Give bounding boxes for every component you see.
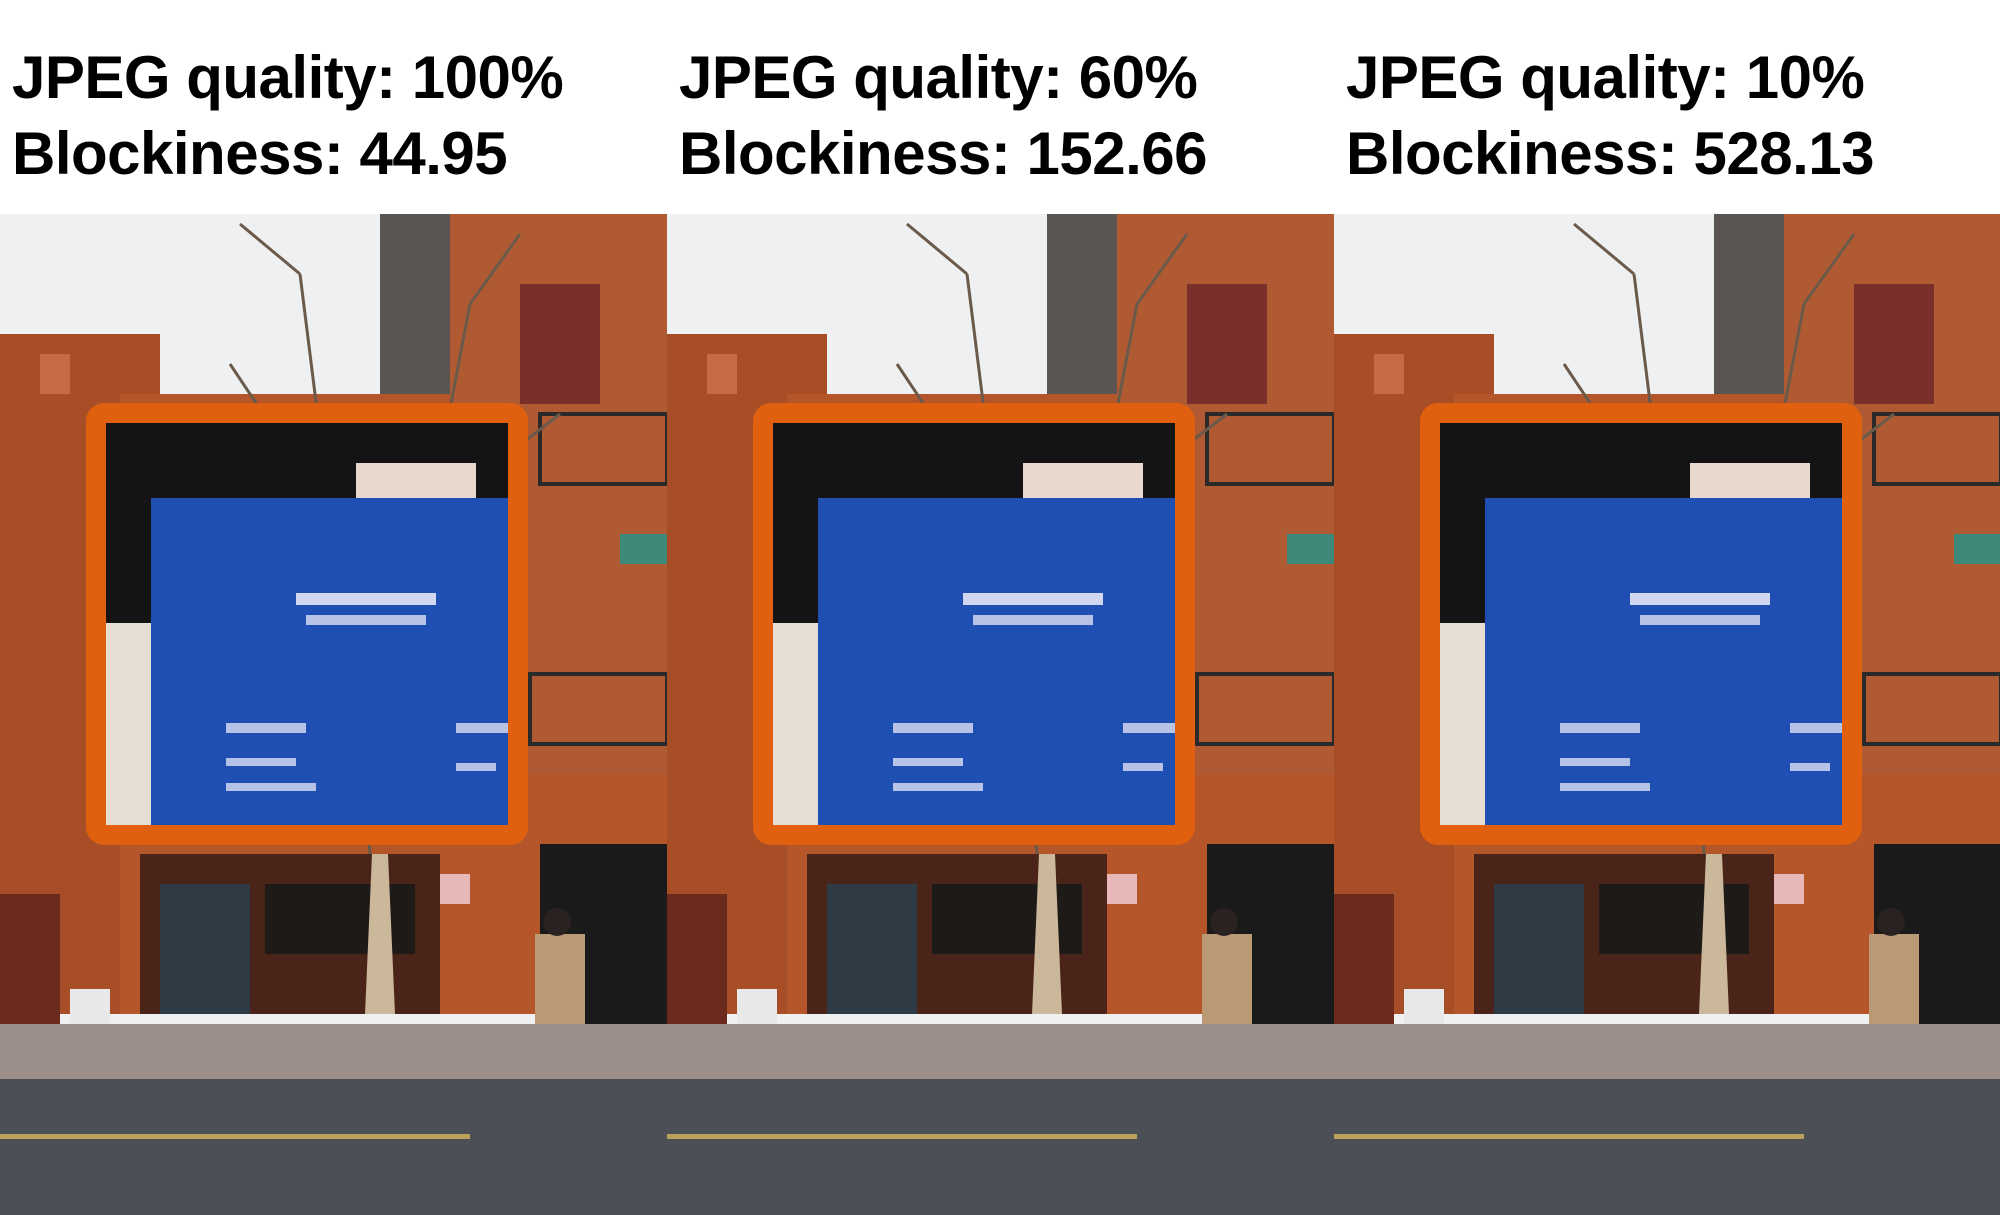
- blockiness-label: Blockiness: 528.13: [1346, 120, 1874, 187]
- panel-caption: JPEG quality: 10% Blockiness: 528.13: [1346, 40, 1874, 192]
- quality-label: JPEG quality: 100%: [12, 44, 564, 111]
- comparison-panel-60: JPEG quality: 60% Blockiness: 152.66: [667, 0, 1334, 1215]
- panel-caption: JPEG quality: 100% Blockiness: 44.95: [12, 40, 564, 192]
- panel-caption: JPEG quality: 60% Blockiness: 152.66: [679, 40, 1207, 192]
- zoom-inset: [86, 403, 528, 845]
- zoom-inset: [1420, 403, 1862, 845]
- zoom-inset: [753, 403, 1195, 845]
- comparison-panel-10: JPEG quality: 10% Blockiness: 528.13: [1334, 0, 2000, 1215]
- quality-label: JPEG quality: 10%: [1346, 44, 1865, 111]
- blockiness-label: Blockiness: 152.66: [679, 120, 1207, 187]
- comparison-panel-100: JPEG quality: 100% Blockiness: 44.95: [0, 0, 667, 1215]
- quality-label: JPEG quality: 60%: [679, 44, 1198, 111]
- blockiness-label: Blockiness: 44.95: [12, 120, 508, 187]
